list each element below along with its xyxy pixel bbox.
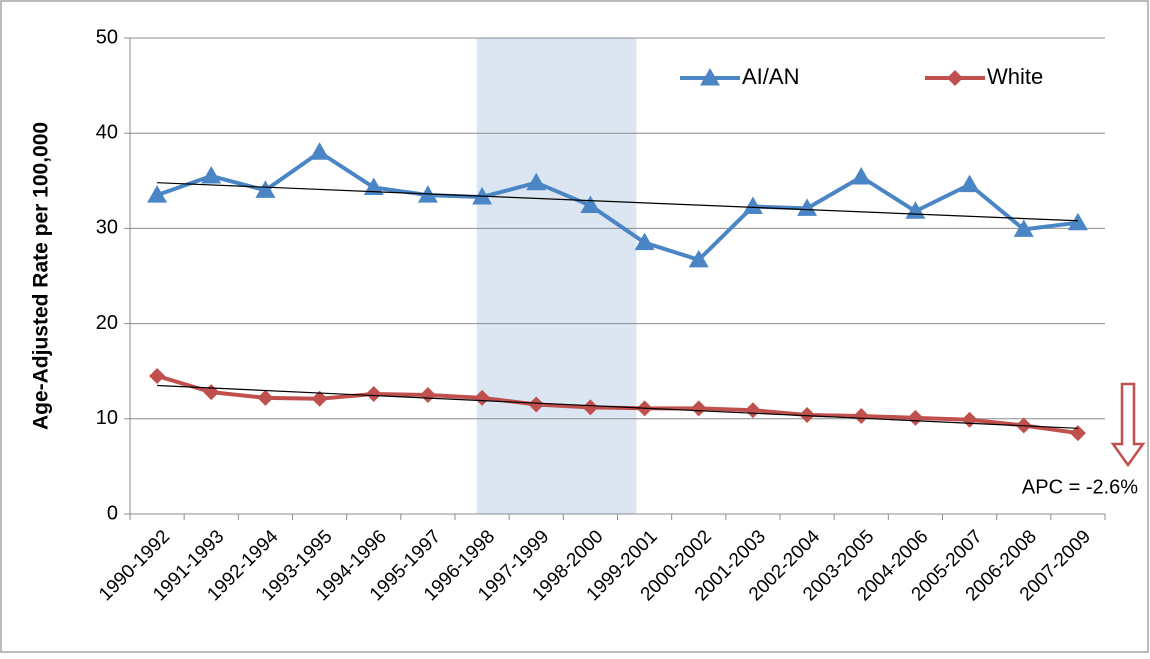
y-tick-label: 10 bbox=[96, 407, 118, 429]
marker bbox=[959, 174, 980, 193]
marker bbox=[147, 185, 168, 203]
marker bbox=[907, 409, 924, 426]
marker bbox=[363, 177, 384, 195]
marker bbox=[744, 402, 761, 419]
series-line bbox=[156, 374, 1079, 436]
y-tick-label: 50 bbox=[96, 26, 118, 48]
marker bbox=[311, 390, 328, 407]
marker bbox=[419, 387, 436, 403]
y-tick-label: 0 bbox=[107, 502, 118, 524]
y-axis-label: Age-Adjusted Rate per 100,000 bbox=[30, 122, 53, 430]
y-tick-label: 20 bbox=[96, 312, 118, 334]
marker bbox=[149, 367, 166, 384]
marker bbox=[1069, 425, 1086, 442]
y-tick-label: 30 bbox=[96, 217, 118, 239]
marker bbox=[201, 166, 222, 184]
marker bbox=[688, 249, 709, 268]
marker bbox=[365, 386, 382, 403]
trend-line bbox=[157, 384, 1078, 429]
marker bbox=[528, 396, 545, 413]
down-arrow bbox=[1110, 382, 1146, 468]
marker bbox=[474, 389, 491, 406]
marker bbox=[582, 399, 599, 416]
marker bbox=[797, 198, 818, 216]
marker bbox=[799, 406, 816, 423]
marker bbox=[1067, 212, 1088, 231]
marker bbox=[700, 68, 720, 86]
marker bbox=[851, 166, 872, 185]
marker bbox=[853, 407, 870, 424]
marker bbox=[634, 232, 655, 251]
annotation: APC = -2.6% bbox=[1022, 476, 1138, 498]
marker bbox=[947, 70, 963, 86]
marker bbox=[526, 172, 547, 191]
marker bbox=[690, 400, 707, 417]
marker bbox=[257, 389, 274, 406]
marker bbox=[255, 180, 276, 198]
highlight-band bbox=[476, 38, 637, 514]
marker bbox=[580, 195, 601, 214]
y-tick-label: 40 bbox=[96, 121, 118, 143]
marker bbox=[309, 142, 330, 160]
legend-label: AI/AN bbox=[742, 64, 799, 89]
marker bbox=[1013, 219, 1034, 237]
marker bbox=[742, 196, 763, 215]
trend-line bbox=[157, 182, 1078, 222]
legend-label: White bbox=[987, 64, 1043, 89]
